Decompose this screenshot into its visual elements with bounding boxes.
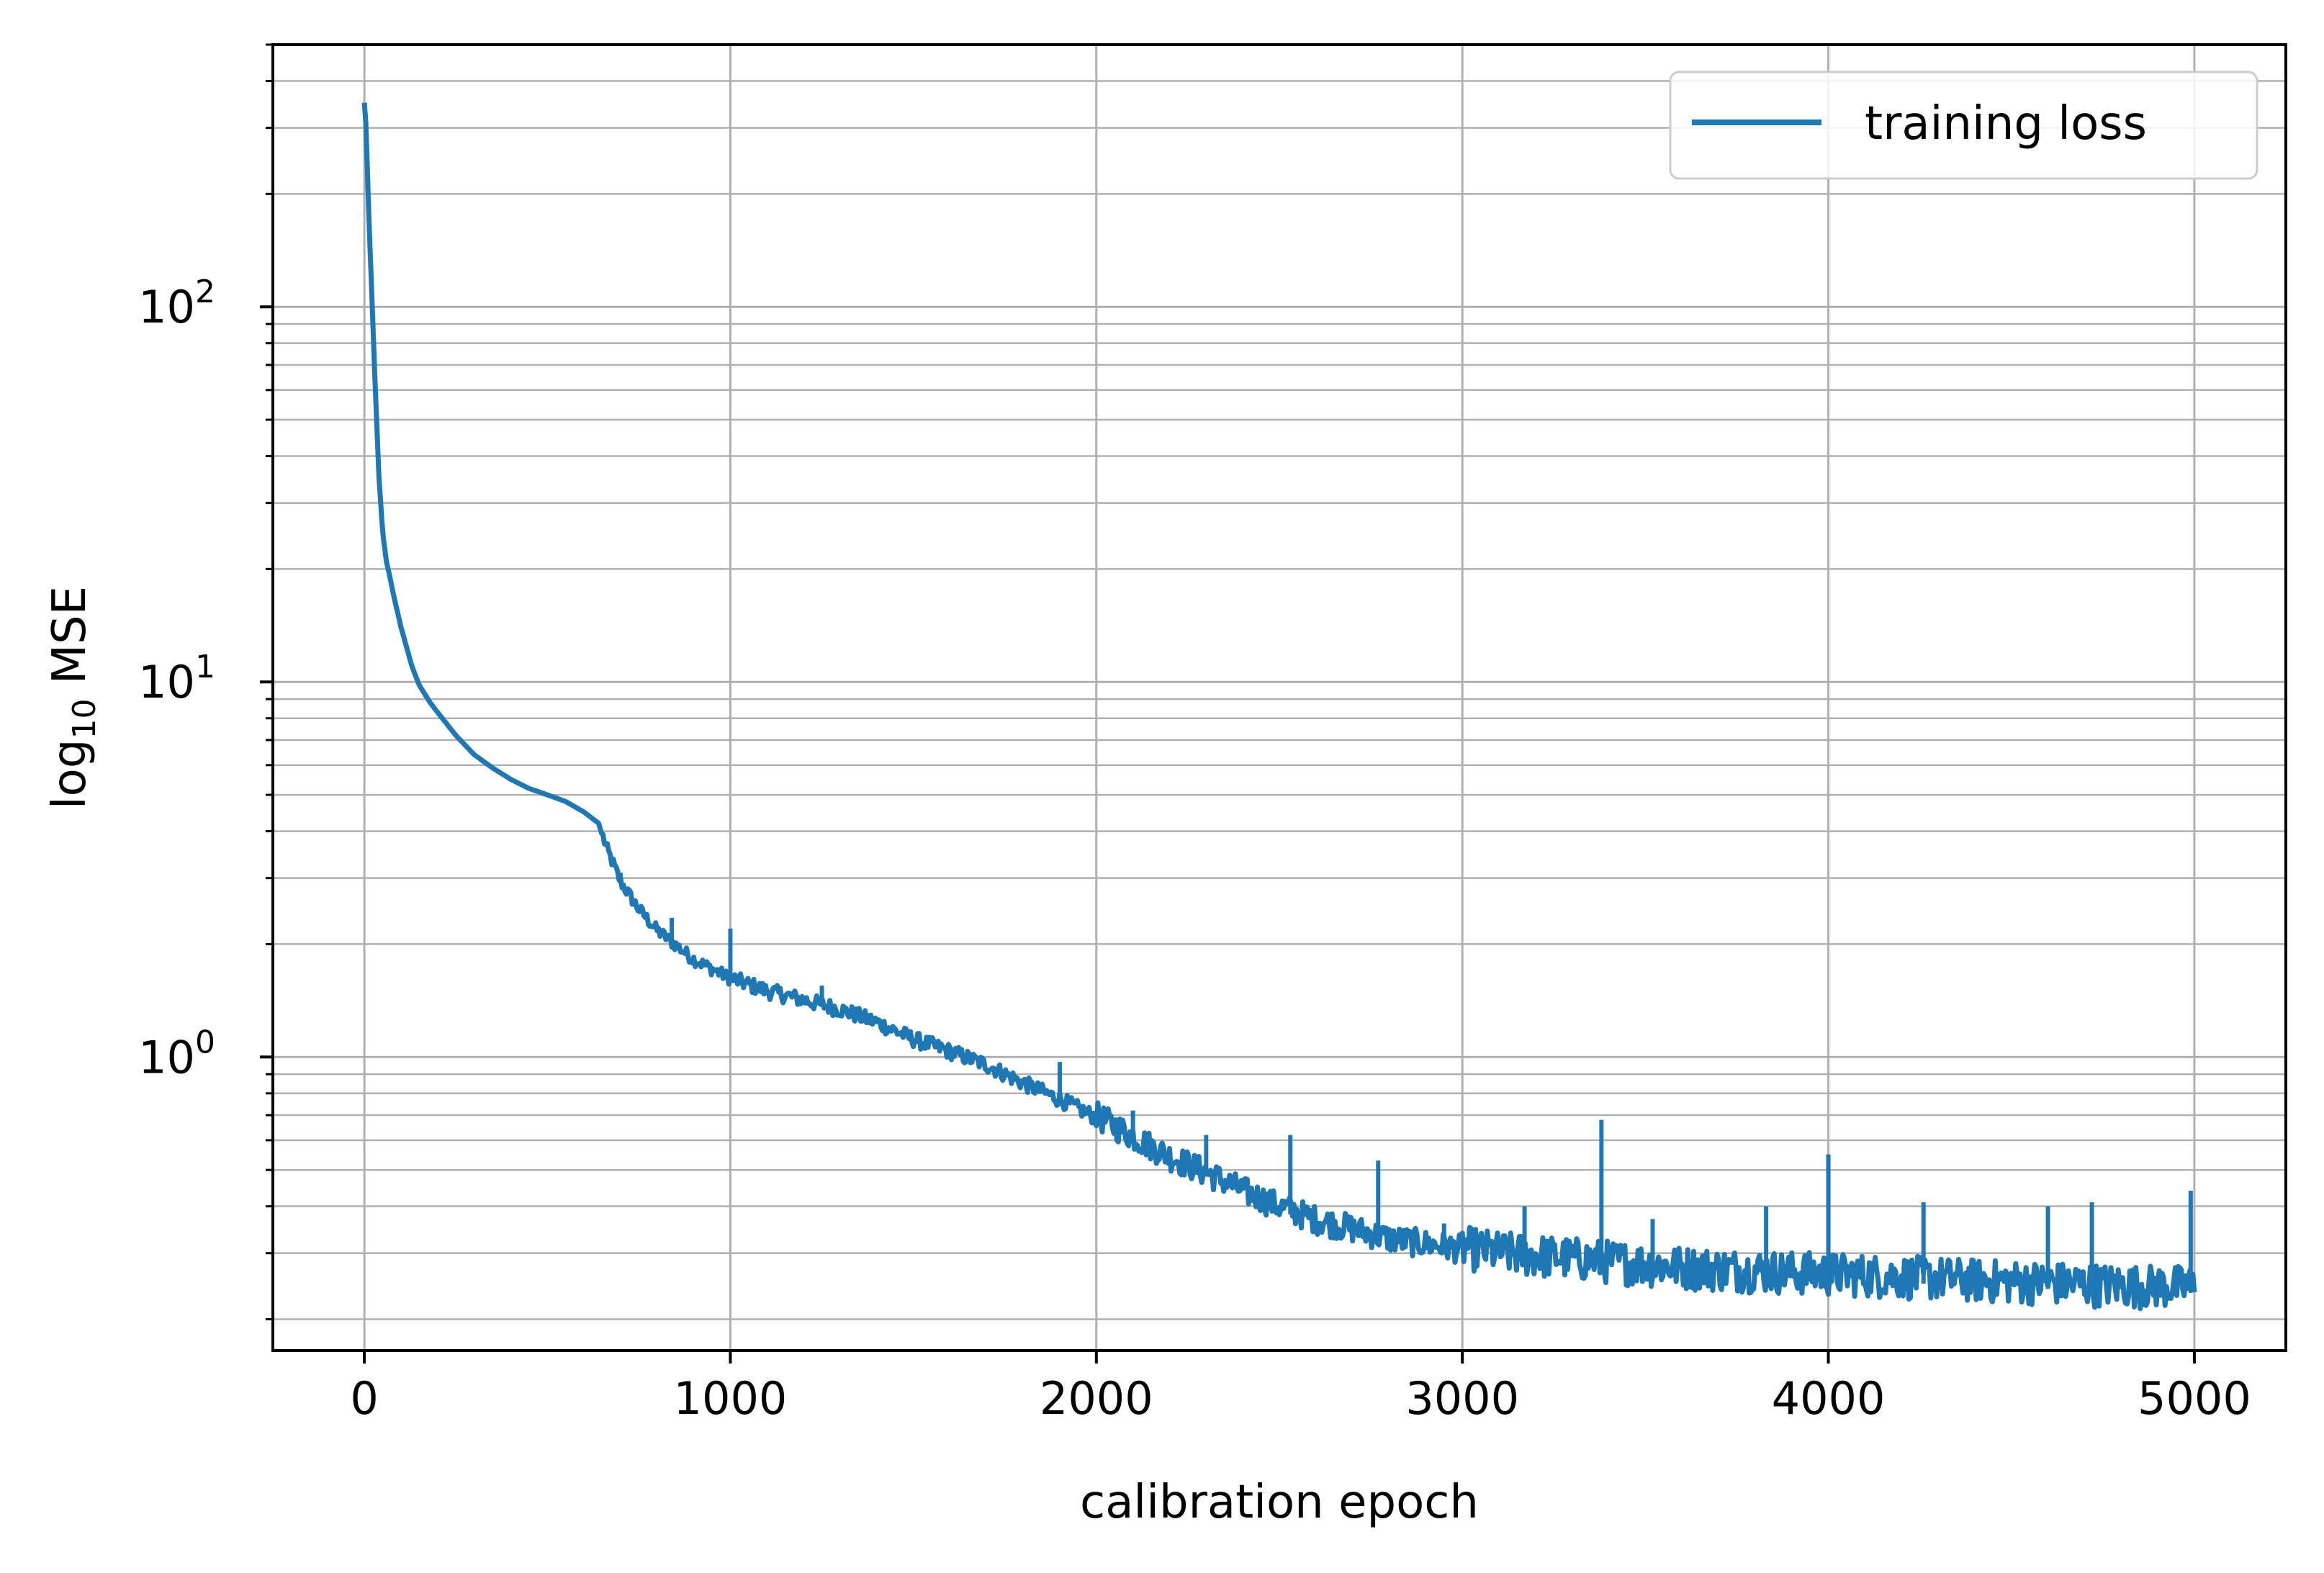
grid [273, 43, 2286, 1351]
plot-frame [271, 43, 2287, 1352]
x-tick-label: 3000 [1405, 1372, 1519, 1425]
series-layer [361, 102, 2197, 1312]
y-axis-label-log: log [43, 739, 96, 810]
x-tick-label: 0 [350, 1372, 378, 1425]
y-axis-label-subscript: 10 [66, 699, 103, 739]
legend: training loss [1669, 71, 2258, 180]
y-axis-label: log10 MSE [43, 586, 103, 809]
x-tick-label: 1000 [674, 1372, 788, 1425]
x-tick-label: 5000 [2138, 1372, 2251, 1425]
training-loss-line [361, 102, 2197, 1312]
axis-labels: calibration epoch log10 MSE [43, 586, 1479, 1529]
x-axis-label: calibration epoch [1080, 1476, 1479, 1529]
y-tick-label: 102 [138, 274, 215, 333]
legend-label-training-loss: training loss [1865, 97, 2147, 150]
ticks: 0 1000 2000 3000 4000 5000 100 101 102 [138, 43, 2251, 1425]
legend-box [1669, 71, 2258, 180]
x-tick-label: 4000 [1772, 1372, 1886, 1425]
y-tick-label: 101 [138, 649, 215, 708]
y-axis-label-mse: MSE [43, 586, 96, 699]
y-tick-label: 100 [138, 1024, 215, 1083]
x-tick-label: 2000 [1040, 1372, 1153, 1425]
